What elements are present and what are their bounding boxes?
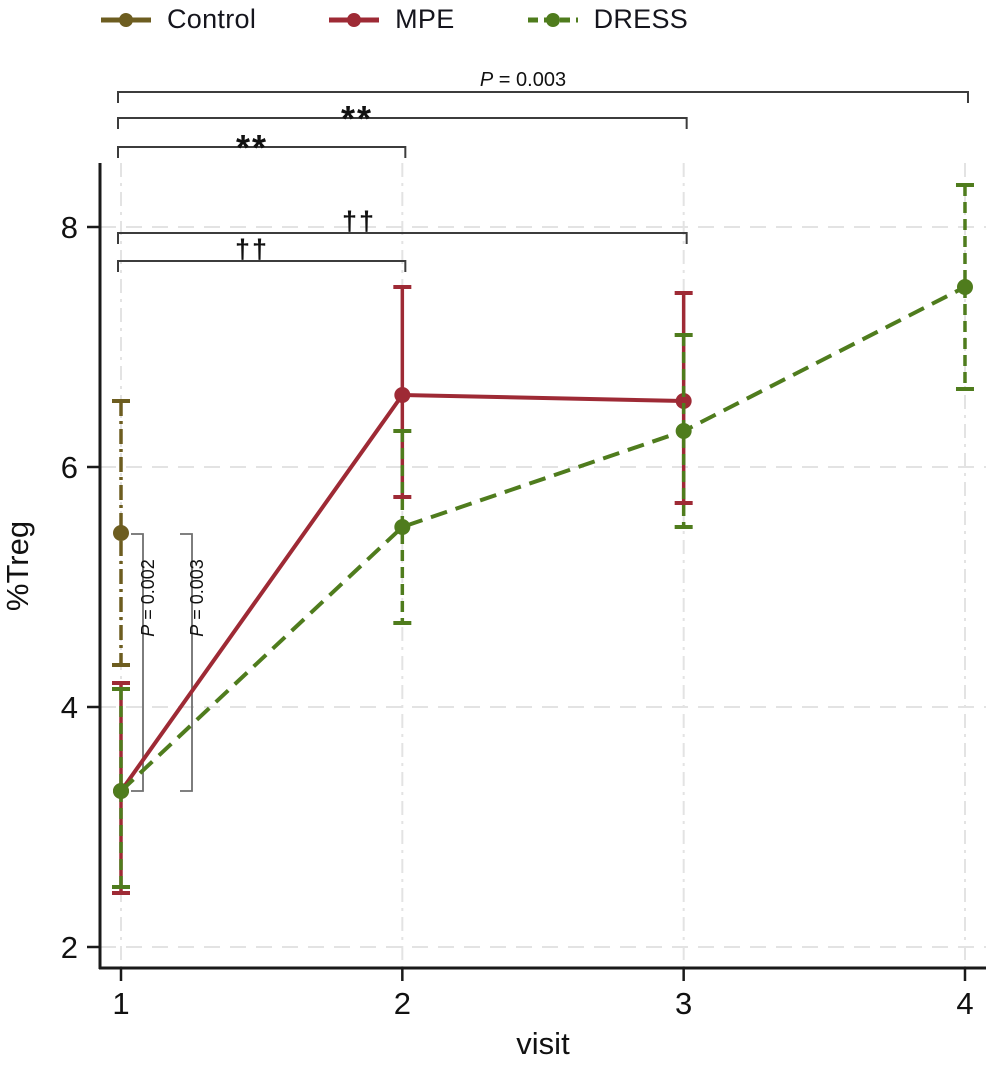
data-point (675, 393, 692, 409)
bracket-label: P = 0.002 (138, 559, 158, 637)
bracket-label: P = 0.003 (187, 559, 207, 637)
legend-label-dress: DRESS (593, 4, 689, 34)
legend-label-mpe: MPE (395, 4, 455, 34)
bracket-line (131, 533, 144, 792)
control-line-marker-icon (100, 11, 152, 29)
data-point (394, 519, 411, 535)
bracket-line (180, 533, 193, 792)
y-tick-label: 8 (61, 210, 78, 245)
data-point (394, 387, 411, 403)
data-point (113, 525, 129, 541)
bracket-line (117, 146, 407, 158)
x-tick-label: 2 (394, 986, 411, 1021)
bracket-label: ** (236, 127, 268, 168)
series-control (112, 399, 130, 667)
bracket-label: ** (341, 98, 373, 139)
significance-brackets-side: P = 0.002 P = 0.003 (131, 533, 207, 792)
bracket-line (117, 232, 688, 244)
y-axis-title: %Treg (0, 520, 35, 612)
bracket-label: P = 0.003 (480, 69, 566, 91)
y-tick-label: 2 (61, 930, 78, 965)
x-tick-label: 3 (675, 986, 692, 1021)
bracket-line (117, 117, 688, 129)
y-tick-label: 4 (61, 690, 78, 725)
bracket-line (117, 260, 407, 272)
bracket-label: †† (342, 206, 376, 236)
x-tick-label: 4 (956, 986, 973, 1021)
gridlines (100, 163, 986, 968)
x-tick-label: 1 (112, 986, 129, 1021)
bracket-label: †† (235, 234, 269, 264)
series-line (119, 285, 966, 793)
legend-item-mpe: MPE (328, 4, 454, 35)
legend-item-dress: DRESS (527, 4, 689, 35)
y-tick-label: 6 (61, 450, 78, 485)
dress-line-marker-icon (527, 11, 579, 29)
data-point (675, 423, 692, 439)
significance-brackets-top: P = 0.003 ** ** †† †† (117, 69, 969, 272)
bracket-line (117, 91, 969, 103)
data-point (956, 279, 973, 295)
legend-item-control: Control (100, 4, 256, 35)
legend-label-control: Control (167, 4, 257, 34)
series-dress (112, 183, 974, 889)
mpe-line-marker-icon (328, 11, 380, 29)
x-axis-title: visit (516, 1026, 570, 1061)
legend: Control MPE DRESS (100, 4, 688, 35)
data-point (113, 783, 129, 799)
